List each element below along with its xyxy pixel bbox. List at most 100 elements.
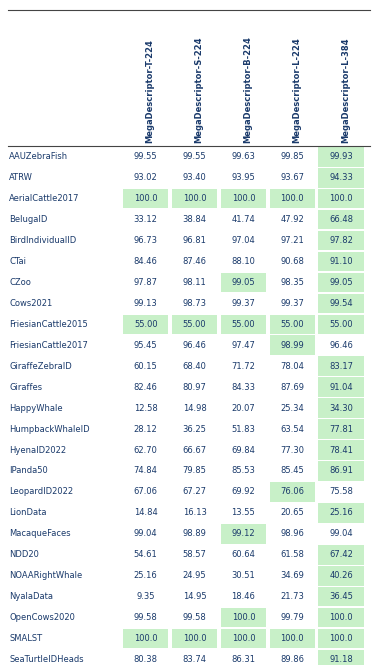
Text: 96.73: 96.73 — [134, 236, 158, 245]
Text: BelugaID: BelugaID — [9, 215, 48, 224]
Text: 97.82: 97.82 — [329, 236, 353, 245]
Text: 100.0: 100.0 — [232, 613, 255, 622]
Text: 99.55: 99.55 — [134, 152, 158, 162]
Text: 62.70: 62.70 — [134, 446, 158, 455]
Text: 69.92: 69.92 — [232, 487, 255, 497]
Text: 76.06: 76.06 — [280, 487, 304, 497]
Text: BirdIndividualID: BirdIndividualID — [9, 236, 77, 245]
Bar — [318, 189, 364, 208]
Text: 55.00: 55.00 — [280, 320, 304, 329]
Text: FriesianCattle2017: FriesianCattle2017 — [9, 340, 88, 350]
Text: 30.51: 30.51 — [232, 571, 255, 581]
Text: 99.58: 99.58 — [183, 613, 206, 622]
Text: 99.85: 99.85 — [280, 152, 304, 162]
Text: 55.00: 55.00 — [134, 320, 158, 329]
Text: 100.0: 100.0 — [280, 194, 304, 203]
Text: 99.12: 99.12 — [232, 529, 255, 539]
Text: 20.65: 20.65 — [280, 508, 304, 517]
Text: MegaDescriptor-L-224: MegaDescriptor-L-224 — [293, 37, 301, 143]
Text: 87.69: 87.69 — [280, 382, 304, 392]
Text: SeaTurtleIDHeads: SeaTurtleIDHeads — [9, 655, 84, 664]
Text: 36.25: 36.25 — [183, 424, 206, 434]
Text: 77.81: 77.81 — [329, 424, 353, 434]
Text: 97.21: 97.21 — [280, 236, 304, 245]
Text: 79.85: 79.85 — [183, 466, 206, 475]
Bar — [318, 566, 364, 585]
Text: CZoo: CZoo — [9, 278, 31, 287]
Bar — [172, 189, 217, 208]
Text: 47.92: 47.92 — [280, 215, 304, 224]
Text: 25.34: 25.34 — [280, 404, 304, 413]
Text: 96.81: 96.81 — [183, 236, 206, 245]
Text: 99.05: 99.05 — [232, 278, 255, 287]
Bar — [318, 377, 364, 397]
Text: 93.02: 93.02 — [134, 173, 158, 182]
Text: 16.13: 16.13 — [183, 508, 206, 517]
Bar — [123, 629, 168, 648]
Text: 91.18: 91.18 — [329, 655, 353, 664]
Text: 99.55: 99.55 — [183, 152, 206, 162]
Text: 95.45: 95.45 — [134, 340, 158, 350]
Bar — [318, 545, 364, 565]
Text: 100.0: 100.0 — [183, 194, 206, 203]
Text: 60.15: 60.15 — [134, 362, 158, 371]
Text: 21.73: 21.73 — [280, 592, 304, 601]
Bar — [123, 189, 168, 208]
Text: 55.00: 55.00 — [329, 320, 353, 329]
Text: LionData: LionData — [9, 508, 47, 517]
Bar — [318, 251, 364, 271]
Text: 82.46: 82.46 — [134, 382, 158, 392]
Text: 80.38: 80.38 — [134, 655, 158, 664]
Text: 71.72: 71.72 — [232, 362, 255, 371]
Text: 63.54: 63.54 — [280, 424, 304, 434]
Text: 86.31: 86.31 — [232, 655, 255, 664]
Text: 28.12: 28.12 — [134, 424, 158, 434]
Text: 68.40: 68.40 — [183, 362, 206, 371]
Bar — [318, 315, 364, 334]
Text: 89.86: 89.86 — [280, 655, 304, 664]
Text: 74.84: 74.84 — [134, 466, 158, 475]
Text: 41.74: 41.74 — [232, 215, 255, 224]
Text: NyalaData: NyalaData — [9, 592, 53, 601]
Text: 38.84: 38.84 — [183, 215, 206, 224]
Text: 99.54: 99.54 — [329, 299, 353, 308]
Text: 84.46: 84.46 — [134, 257, 158, 266]
Text: 98.89: 98.89 — [183, 529, 206, 539]
Text: HumpbackWhaleID: HumpbackWhaleID — [9, 424, 90, 434]
Text: 80.97: 80.97 — [183, 382, 206, 392]
Text: 66.48: 66.48 — [329, 215, 353, 224]
Text: 86.91: 86.91 — [329, 466, 353, 475]
Text: 25.16: 25.16 — [134, 571, 158, 581]
Text: 99.05: 99.05 — [329, 278, 353, 287]
Text: 75.58: 75.58 — [329, 487, 353, 497]
Text: 99.58: 99.58 — [134, 613, 158, 622]
Text: 12.58: 12.58 — [134, 404, 158, 413]
Bar — [172, 629, 217, 648]
Text: 40.26: 40.26 — [329, 571, 353, 581]
Bar — [221, 189, 266, 208]
Bar — [318, 419, 364, 439]
Bar — [270, 482, 315, 501]
Bar — [221, 629, 266, 648]
Text: 97.87: 97.87 — [134, 278, 158, 287]
Text: 55.00: 55.00 — [232, 320, 255, 329]
Bar — [221, 315, 266, 334]
Bar — [318, 462, 364, 481]
Text: 98.96: 98.96 — [280, 529, 304, 539]
Text: 98.73: 98.73 — [183, 299, 206, 308]
Text: 100.0: 100.0 — [329, 194, 353, 203]
Bar — [221, 524, 266, 543]
Text: 91.04: 91.04 — [329, 382, 353, 392]
Text: 34.30: 34.30 — [329, 404, 353, 413]
Text: 9.35: 9.35 — [136, 592, 155, 601]
Text: 90.68: 90.68 — [280, 257, 304, 266]
Text: 66.67: 66.67 — [182, 446, 207, 455]
Text: 67.06: 67.06 — [134, 487, 158, 497]
Text: 98.99: 98.99 — [280, 340, 304, 350]
Text: 93.40: 93.40 — [183, 173, 206, 182]
Bar — [318, 503, 364, 523]
Text: IPanda50: IPanda50 — [9, 466, 48, 475]
Text: 99.63: 99.63 — [232, 152, 255, 162]
Bar — [221, 608, 266, 628]
Text: 83.17: 83.17 — [329, 362, 353, 371]
